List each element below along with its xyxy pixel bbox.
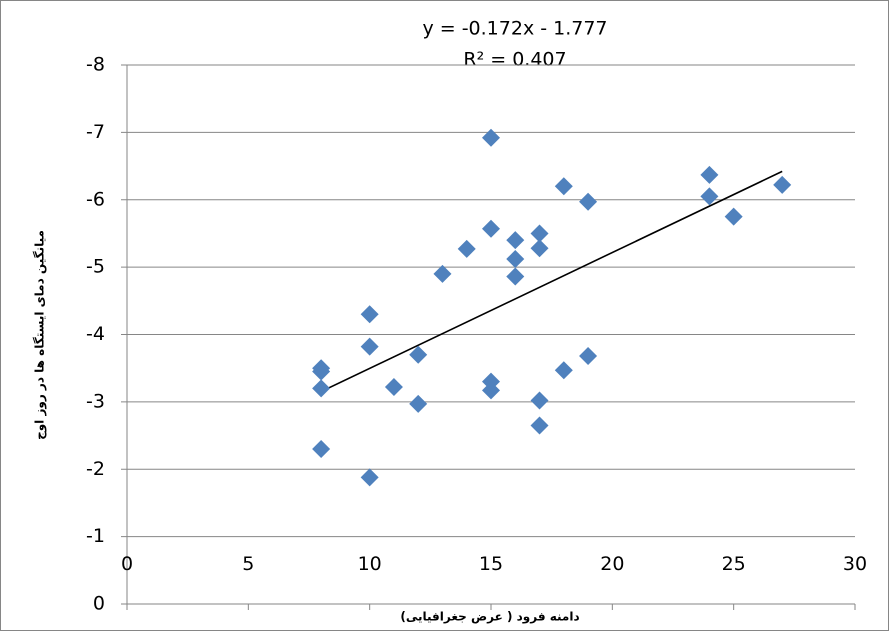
point xyxy=(724,207,743,226)
x-tick-label: 10 xyxy=(358,553,382,575)
point xyxy=(384,378,403,397)
x-tick-label: 20 xyxy=(600,553,624,575)
point xyxy=(700,187,719,206)
point xyxy=(530,416,549,435)
point xyxy=(530,391,549,410)
y-tick-label: 0 xyxy=(93,593,105,615)
y-tick-label: -7 xyxy=(86,121,105,143)
y-tick-label: -4 xyxy=(86,323,105,345)
point xyxy=(530,224,549,243)
point xyxy=(773,175,792,194)
point xyxy=(457,239,476,258)
point xyxy=(482,219,500,238)
y-tick-label: -2 xyxy=(86,458,105,480)
y-tick-label: -3 xyxy=(86,390,105,412)
point xyxy=(433,264,452,283)
point xyxy=(554,361,573,380)
y-tick-label: -6 xyxy=(86,188,105,210)
point xyxy=(312,440,331,459)
y-axis-label: میانگین دمای ایستگاه ها در روز اوج xyxy=(33,230,48,440)
trend-equation: y = -0.172x - 1.777 xyxy=(422,18,607,40)
point xyxy=(554,177,573,196)
point xyxy=(409,345,428,364)
r-squared: R² = 0.407 xyxy=(463,49,566,71)
point xyxy=(579,192,598,211)
point xyxy=(506,231,525,250)
y-tick-label: -1 xyxy=(86,525,105,547)
point xyxy=(506,250,525,269)
point xyxy=(482,128,500,147)
point xyxy=(482,381,500,400)
x-tick-label: 15 xyxy=(479,553,503,575)
x-tick-label: 25 xyxy=(722,553,746,575)
point xyxy=(312,359,331,378)
trendline xyxy=(320,170,783,393)
point xyxy=(530,239,549,258)
x-tick-label: 5 xyxy=(242,553,254,575)
point xyxy=(312,379,331,398)
point xyxy=(409,394,428,413)
x-tick-label: 0 xyxy=(121,553,133,575)
x-tick-label: 30 xyxy=(843,553,867,575)
y-tick-label: -5 xyxy=(86,256,105,278)
point xyxy=(700,165,719,184)
point xyxy=(506,267,525,286)
y-tick-label: -8 xyxy=(86,54,105,76)
point xyxy=(579,347,598,366)
x-axis-label: دامنه فرود ( عرض جغرافیایی) xyxy=(400,610,579,625)
point xyxy=(360,305,379,324)
point xyxy=(360,468,379,487)
point xyxy=(360,337,379,356)
